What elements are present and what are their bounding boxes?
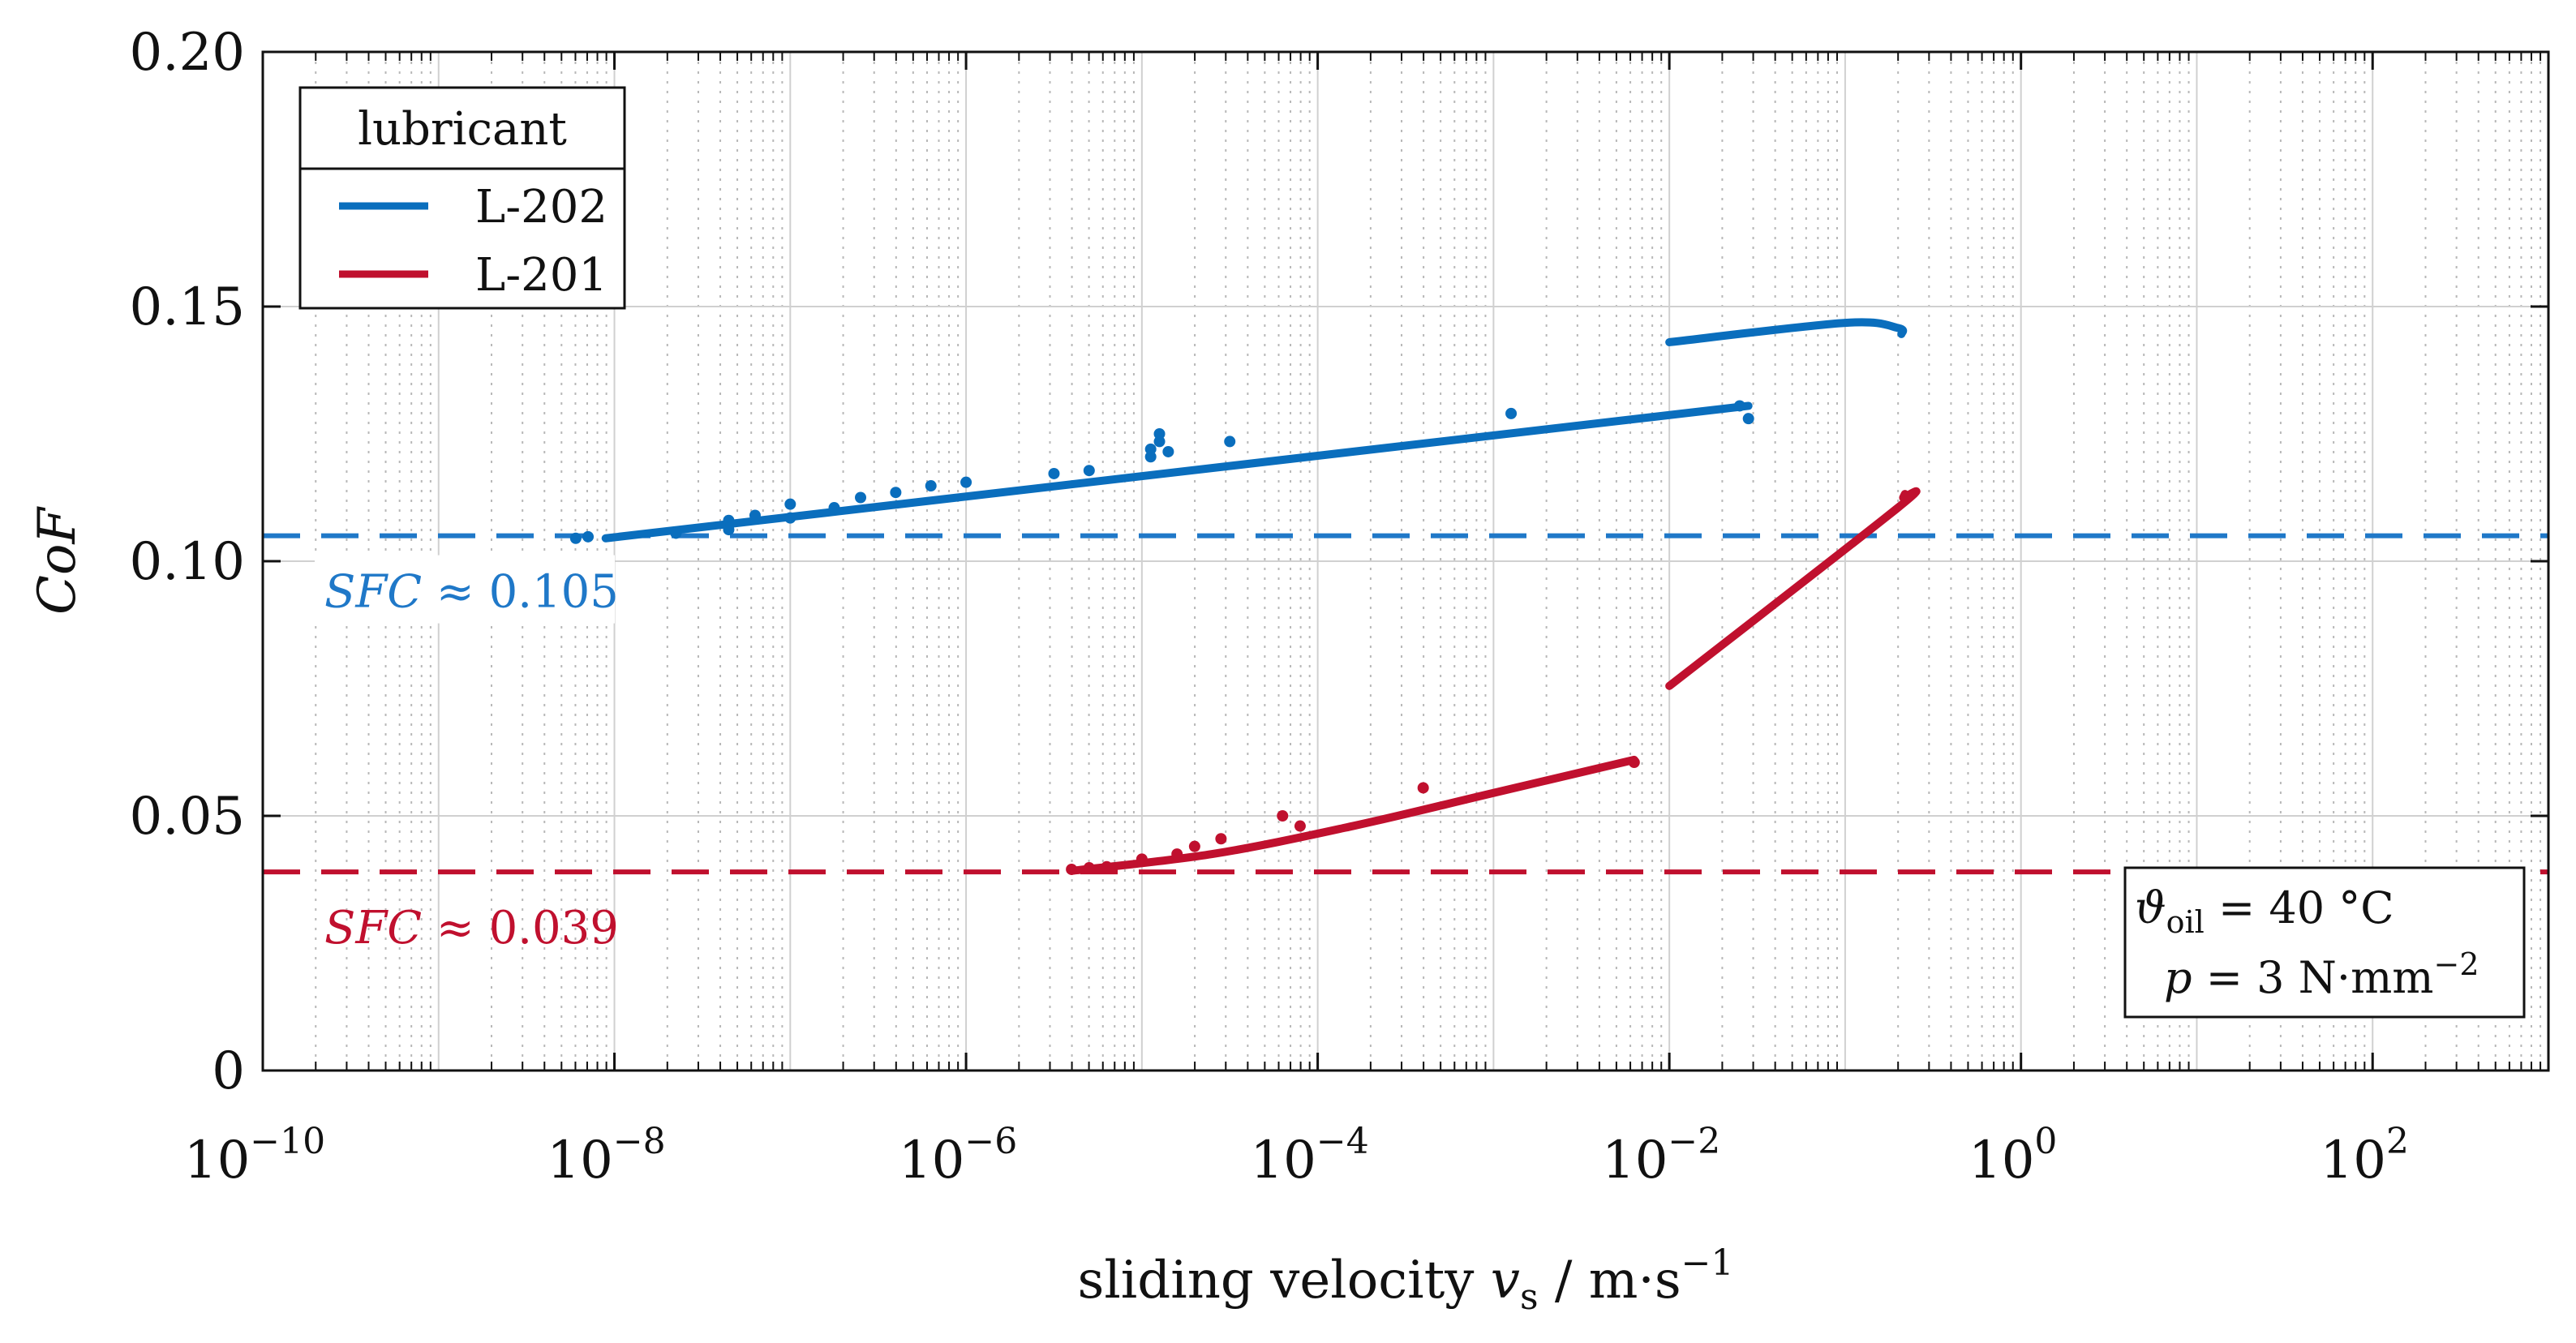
data-point-l202 xyxy=(723,514,735,526)
x-axis-label-sub: s xyxy=(1520,1276,1539,1318)
x-tick-base: 10 xyxy=(547,1131,612,1191)
data-point-l202 xyxy=(1153,428,1166,440)
x-tick-base: 10 xyxy=(184,1131,250,1191)
data-point-l201 xyxy=(1066,863,1078,875)
data-point-l201 xyxy=(1277,810,1289,822)
data-point-l201 xyxy=(1628,757,1640,769)
data-point-l202 xyxy=(1083,465,1095,477)
data-point-l202 xyxy=(925,480,937,492)
x-tick-base: 10 xyxy=(1968,1131,2034,1191)
oil-temperature-label: ϑoil = 40 °C xyxy=(2135,882,2394,940)
x-tick-label: 10−8 xyxy=(547,1121,665,1191)
x-tick-label: 10−4 xyxy=(1250,1121,1368,1191)
sfc-red-label: SFC ≈ 0.039 xyxy=(324,902,619,955)
data-point-l201 xyxy=(1171,848,1183,860)
y-tick-label: 0.15 xyxy=(130,277,246,337)
data-point-l202 xyxy=(784,512,796,524)
data-point-l201 xyxy=(1136,853,1148,865)
fit-curve-l201-low xyxy=(1067,755,1638,875)
x-tick-base: 10 xyxy=(899,1131,964,1191)
x-tick-label: 10−6 xyxy=(899,1121,1017,1191)
y-axis-label: CoF xyxy=(28,505,88,615)
sfc-red-value: ≈ 0.039 xyxy=(422,902,619,955)
pressure-sup: −2 xyxy=(2434,946,2479,982)
data-point-l202 xyxy=(749,509,761,521)
oil-temp-sub: oil xyxy=(2166,904,2205,940)
x-axis-label-text: sliding velocity xyxy=(1077,1251,1490,1311)
data-point-l202 xyxy=(670,527,682,539)
y-tick-label: 0.05 xyxy=(130,787,246,847)
sfc-blue-label-bg xyxy=(315,555,615,624)
x-tick-label: 102 xyxy=(2321,1121,2409,1191)
y-tick-label: 0 xyxy=(212,1041,245,1101)
data-point-l201 xyxy=(1188,840,1200,852)
x-axis-label-unit: / m·s xyxy=(1539,1251,1681,1311)
data-point-l202 xyxy=(723,524,735,536)
x-tick-label: 10−10 xyxy=(184,1121,325,1191)
data-point-l202 xyxy=(890,487,902,499)
data-point-l201 xyxy=(1294,820,1306,832)
sfc-blue-label: SFC ≈ 0.105 xyxy=(324,566,619,619)
tick-layer: 10−10 10−8 10−6 10−4 10−2 100 10200.050.100.15… xyxy=(130,23,2548,1191)
conditions-box: ϑoil = 40 °C p = 3 N·mm−2 xyxy=(2123,866,2526,1019)
data-point-l202 xyxy=(582,530,595,543)
sfc-blue-value: ≈ 0.105 xyxy=(422,566,619,619)
y-tick-label: 0.20 xyxy=(130,23,246,83)
x-tick-exponent: −10 xyxy=(250,1121,325,1162)
data-point-l202 xyxy=(1144,443,1157,455)
x-axis-label-var: v xyxy=(1491,1251,1520,1311)
conditions-frame xyxy=(2123,866,2526,1019)
fit-curve-l202-high xyxy=(1665,318,1908,346)
data-point-l202 xyxy=(569,532,582,544)
legend-label-l201: L-201 xyxy=(475,249,608,302)
sfc-red-italic: SFC xyxy=(324,902,422,955)
sfc-blue-italic: SFC xyxy=(324,566,422,619)
data-point-l202 xyxy=(1742,413,1754,425)
x-tick-exponent: −4 xyxy=(1316,1121,1369,1162)
data-point-l201 xyxy=(1083,862,1095,874)
x-tick-label: 100 xyxy=(1968,1121,2057,1191)
legend-title: lubricant xyxy=(358,103,567,156)
x-tick-exponent: −2 xyxy=(1668,1121,1720,1162)
x-tick-exponent: 2 xyxy=(2386,1121,2409,1162)
x-tick-exponent: −6 xyxy=(964,1121,1017,1162)
oil-temp-symbol: ϑ xyxy=(2135,882,2166,933)
data-point-l202 xyxy=(1162,445,1174,457)
oil-temp-value: = 40 °C xyxy=(2205,882,2394,933)
series-layer xyxy=(569,318,1921,875)
pressure-label: p = 3 N·mm−2 xyxy=(2164,946,2479,1003)
data-point-l202 xyxy=(784,498,796,510)
x-tick-base: 10 xyxy=(1250,1131,1316,1191)
x-tick-exponent: −8 xyxy=(613,1121,666,1162)
x-tick-base: 10 xyxy=(2321,1131,2386,1191)
x-axis-label-sup: −1 xyxy=(1681,1242,1734,1284)
data-point-l202 xyxy=(855,491,867,504)
data-point-l202 xyxy=(1048,467,1060,479)
fit-curve-l201-high xyxy=(1665,487,1921,690)
legend-label-l202: L-202 xyxy=(475,181,608,234)
legend: lubricant L-202 L-201 xyxy=(298,86,626,310)
x-axis-label: sliding velocity vs / m·s−1 xyxy=(1077,1242,1733,1318)
data-point-l201 xyxy=(1215,833,1227,845)
data-point-l201 xyxy=(1417,782,1429,794)
data-point-l202 xyxy=(828,502,840,514)
pressure-value: = 3 N·mm xyxy=(2192,952,2434,1003)
y-tick-label: 0.10 xyxy=(130,532,246,592)
data-point-l202 xyxy=(960,476,972,488)
fit-curve-l202-low xyxy=(601,401,1753,543)
legend-box xyxy=(298,86,626,310)
x-tick-base: 10 xyxy=(1602,1131,1668,1191)
x-tick-exponent: 0 xyxy=(2034,1121,2057,1162)
data-point-l201 xyxy=(1101,860,1113,873)
data-point-l202 xyxy=(1224,436,1236,448)
data-point-l202 xyxy=(1733,400,1745,412)
pressure-symbol: p xyxy=(2164,952,2192,1003)
data-point-l202 xyxy=(1505,407,1518,419)
grid-layer xyxy=(262,51,2549,1071)
x-tick-label: 10−2 xyxy=(1602,1121,1720,1191)
